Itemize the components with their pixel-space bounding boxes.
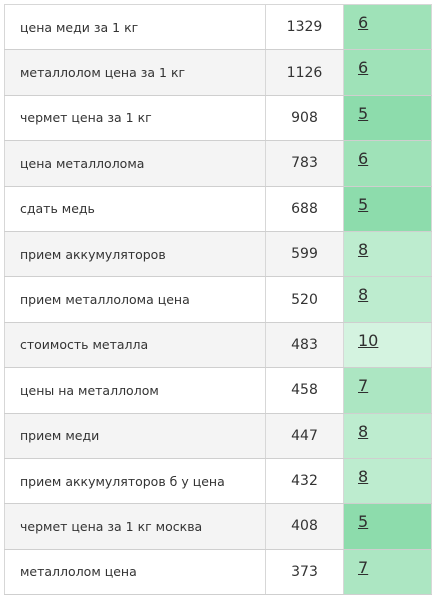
competition-cell: 6 bbox=[344, 141, 432, 186]
competition-link[interactable]: 6 bbox=[358, 13, 369, 32]
frequency-cell: 432 bbox=[266, 458, 344, 504]
competition-cell: 8 bbox=[344, 458, 432, 504]
competition-cell: 8 bbox=[344, 231, 432, 277]
competition-link[interactable]: 6 bbox=[358, 58, 369, 78]
competition-link[interactable]: 8 bbox=[358, 466, 369, 486]
frequency-cell: 447 bbox=[266, 413, 344, 458]
competition-link[interactable]: 8 bbox=[358, 285, 369, 305]
frequency-cell: 908 bbox=[266, 95, 344, 141]
table-row: цена меди за 1 кг 1329 6 bbox=[4, 5, 432, 51]
table-row: металлолом цена 373 7 bbox=[4, 549, 432, 596]
frequency-cell: 408 bbox=[266, 504, 344, 549]
keyword-cell: чермет цена за 1 кг москва bbox=[4, 504, 266, 549]
competition-link[interactable]: 5 bbox=[358, 512, 369, 532]
competition-link[interactable]: 7 bbox=[358, 557, 369, 577]
table-row: прием аккумуляторов б у цена 432 8 bbox=[4, 458, 432, 505]
table-row: цены на металлолом 458 7 bbox=[4, 368, 432, 414]
keyword-cell: прием меди bbox=[4, 413, 266, 458]
table-row: чермет цена за 1 кг москва 408 5 bbox=[4, 504, 432, 550]
competition-link[interactable]: 8 bbox=[358, 421, 369, 441]
keyword-cell: металлолом цена за 1 кг bbox=[4, 50, 266, 95]
table-row: сдать медь 688 5 bbox=[4, 186, 432, 232]
competition-cell: 5 bbox=[344, 504, 432, 549]
competition-cell: 8 bbox=[344, 277, 432, 322]
frequency-cell: 599 bbox=[266, 231, 344, 277]
frequency-cell: 520 bbox=[266, 277, 344, 322]
frequency-cell: 373 bbox=[266, 549, 344, 595]
frequency-cell: 483 bbox=[266, 322, 344, 368]
keyword-cell: цена металлолома bbox=[4, 141, 266, 186]
keyword-cell: прием аккумуляторов б у цена bbox=[4, 458, 266, 504]
frequency-cell: 1126 bbox=[266, 50, 344, 95]
keyword-cell: стоимость металла bbox=[4, 322, 266, 368]
keyword-cell: металлолом цена bbox=[4, 549, 266, 595]
competition-cell: 5 bbox=[344, 95, 432, 141]
keyword-cell: цена меди за 1 кг bbox=[4, 5, 266, 50]
table-row: цена металлолома 783 6 bbox=[4, 141, 432, 187]
competition-link[interactable]: 5 bbox=[358, 194, 369, 214]
competition-link[interactable]: 10 bbox=[358, 330, 379, 350]
competition-cell: 6 bbox=[344, 5, 432, 50]
keyword-cell: прием металлолома цена bbox=[4, 277, 266, 322]
keyword-cell: сдать медь bbox=[4, 186, 266, 231]
competition-cell: 8 bbox=[344, 413, 432, 458]
keywords-table: цена меди за 1 кг 1329 6 металлолом цена… bbox=[4, 4, 432, 596]
competition-cell: 7 bbox=[344, 368, 432, 413]
table-row: прием аккумуляторов 599 8 bbox=[4, 231, 432, 278]
competition-cell: 7 bbox=[344, 549, 432, 595]
competition-cell: 5 bbox=[344, 186, 432, 231]
table-row: прием меди 447 8 bbox=[4, 413, 432, 459]
competition-link[interactable]: 6 bbox=[358, 149, 369, 169]
frequency-cell: 1329 bbox=[266, 5, 344, 50]
table-row: прием металлолома цена 520 8 bbox=[4, 277, 432, 323]
table-row: стоимость металла 483 10 bbox=[4, 322, 432, 369]
competition-link[interactable]: 8 bbox=[358, 239, 369, 259]
frequency-cell: 458 bbox=[266, 368, 344, 413]
frequency-cell: 688 bbox=[266, 186, 344, 231]
competition-cell: 6 bbox=[344, 50, 432, 95]
keyword-cell: прием аккумуляторов bbox=[4, 231, 266, 277]
competition-link[interactable]: 7 bbox=[358, 376, 369, 396]
keyword-cell: цены на металлолом bbox=[4, 368, 266, 413]
competition-cell: 10 bbox=[344, 322, 432, 368]
keyword-cell: чермет цена за 1 кг bbox=[4, 95, 266, 141]
competition-link[interactable]: 5 bbox=[358, 103, 369, 123]
table-row: чермет цена за 1 кг 908 5 bbox=[4, 95, 432, 142]
frequency-cell: 783 bbox=[266, 141, 344, 186]
table-row: металлолом цена за 1 кг 1126 6 bbox=[4, 50, 432, 96]
